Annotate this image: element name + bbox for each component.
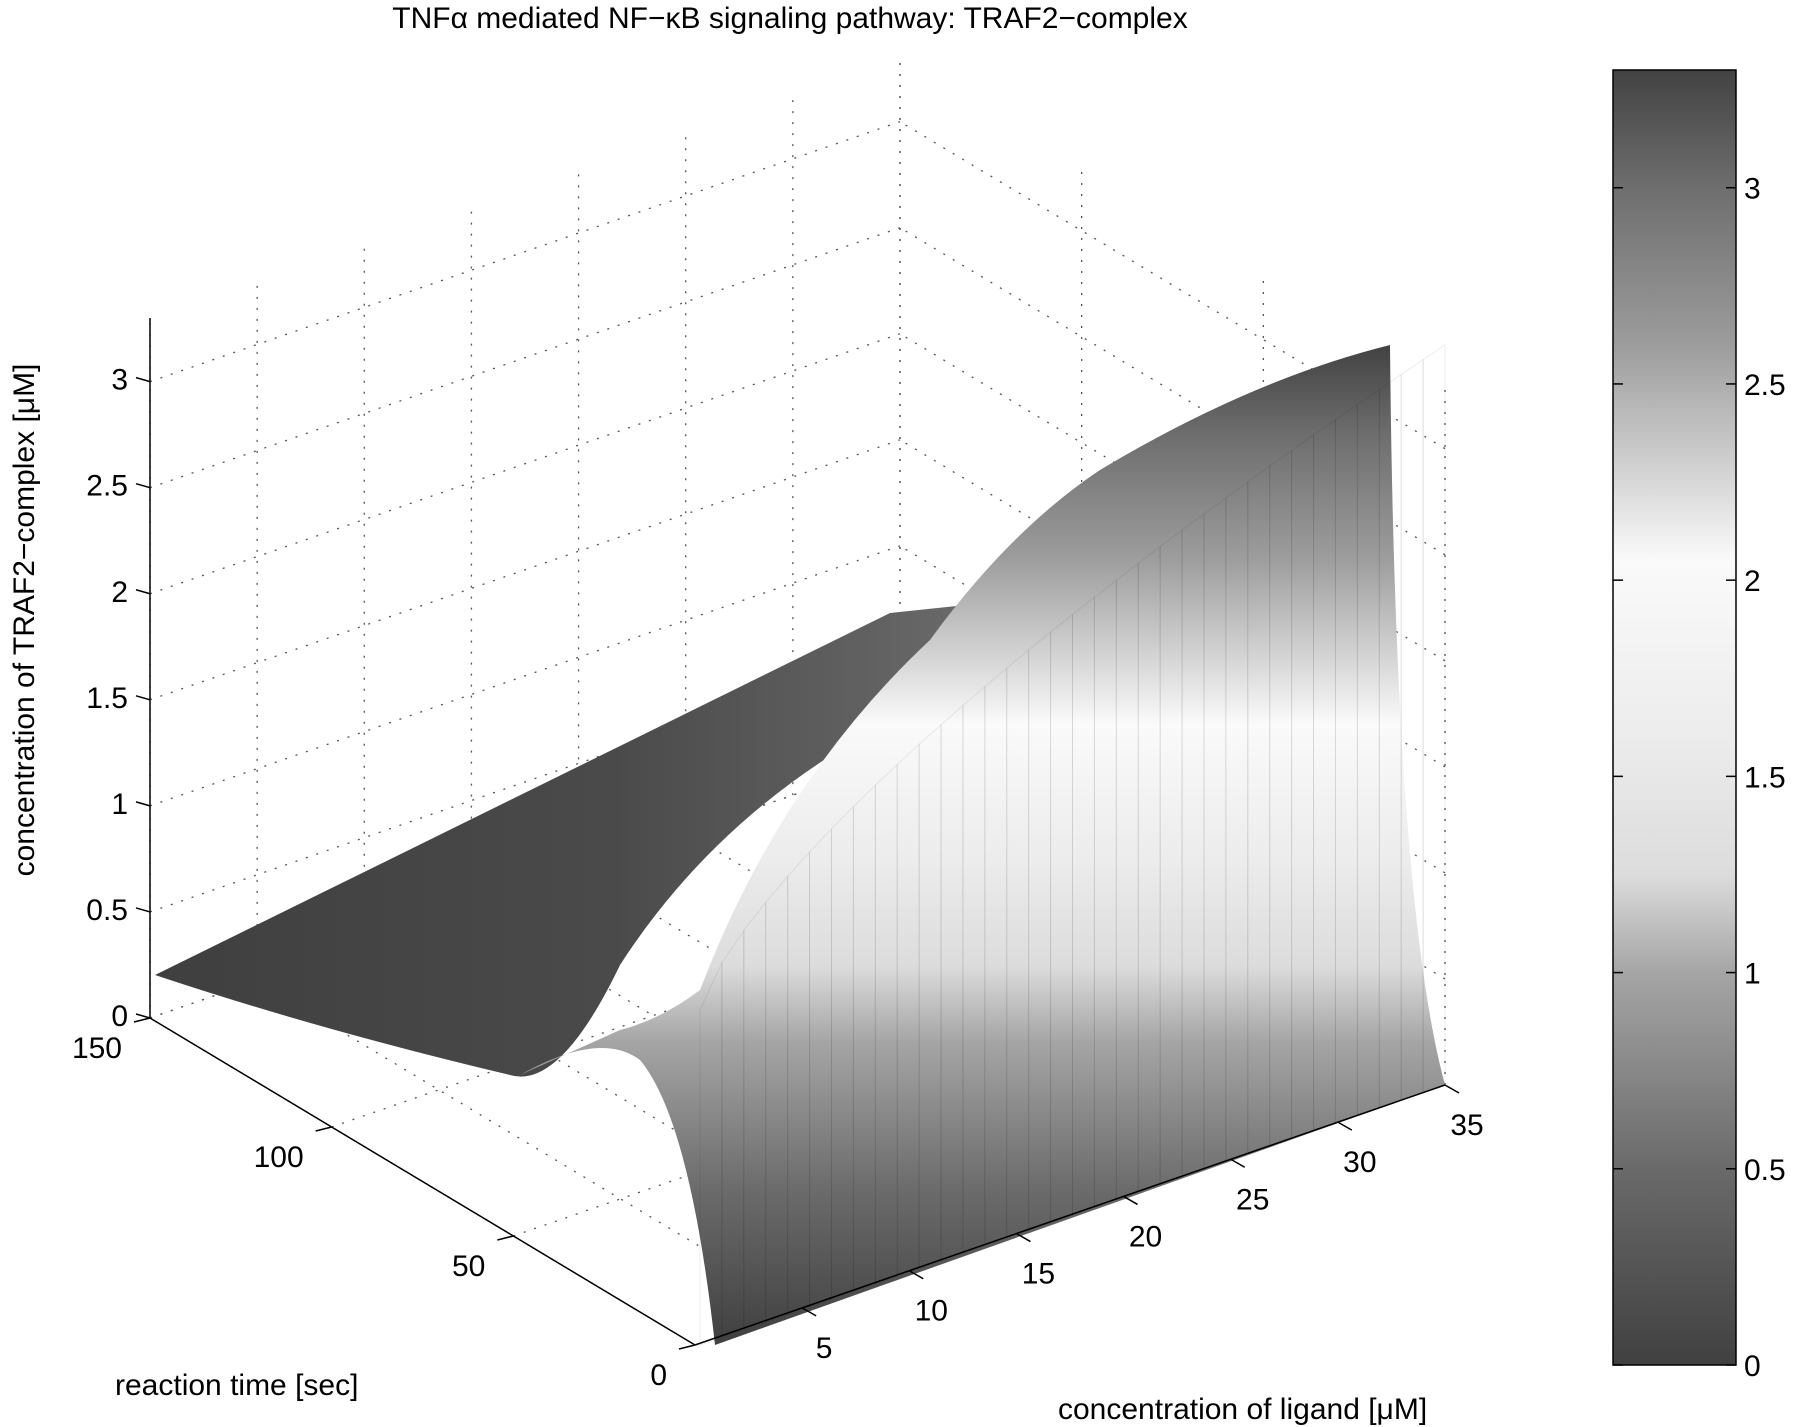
x-tick-mark <box>1337 1121 1353 1131</box>
grid-line <box>899 227 1446 556</box>
x-tick-label: 20 <box>1129 1220 1162 1253</box>
x-tick-mark <box>1016 1232 1031 1243</box>
surface-front-face <box>520 345 1445 1345</box>
colorbar-tick-label: 1 <box>1744 958 1761 991</box>
chart-title: TNFα mediated NF−κB signaling pathway: T… <box>392 2 1187 35</box>
surface <box>155 344 1446 1346</box>
grid-line <box>149 439 901 701</box>
surface-band <box>809 827 832 1308</box>
x-tick-label: 5 <box>816 1332 833 1365</box>
surface-band <box>743 900 767 1331</box>
surface-band <box>721 928 745 1339</box>
x-tick-mark <box>1230 1158 1246 1168</box>
colorbar: 0 0.5 1 1.5 2 2.5 3 <box>1612 69 1786 1383</box>
y-tick-label: 100 <box>254 1141 304 1174</box>
surface-band <box>1072 596 1095 1216</box>
grid-line <box>256 980 803 1309</box>
surface-band <box>984 667 1008 1247</box>
z-tick-mark <box>135 589 151 595</box>
x-tick-label: 10 <box>915 1295 948 1328</box>
z-tick-label: 3 <box>111 364 128 397</box>
z-tick-label: 1.5 <box>86 682 128 715</box>
z-tick-label: 1 <box>111 788 128 821</box>
surface-band <box>874 763 898 1285</box>
colorbar-tick-label: 2.5 <box>1744 369 1786 402</box>
surface-band <box>765 875 789 1323</box>
x-tick-mark <box>1444 1084 1460 1094</box>
surface-band <box>830 805 854 1300</box>
surface-back-sheet <box>155 603 985 1077</box>
grid-line <box>149 545 901 807</box>
y-tick-mark <box>678 1344 696 1350</box>
surface-band <box>852 784 876 1293</box>
grid-line <box>149 227 901 489</box>
y-tick-label: 150 <box>72 1032 122 1065</box>
z-axis-label: concentration of TRAF2−complex [μM] <box>8 364 41 877</box>
x-tick-mark <box>908 1270 924 1280</box>
grid-line <box>899 121 1446 450</box>
z-tick-mark <box>135 695 151 701</box>
x-axis-label: concentration of ligand [μM] <box>1058 1393 1427 1426</box>
surface-band <box>1028 631 1052 1231</box>
colorbar-tick-label: 3 <box>1744 173 1761 206</box>
x-tick-label: 15 <box>1022 1258 1055 1291</box>
surface-band <box>1006 648 1030 1239</box>
colorbar-gradient <box>1612 69 1737 1366</box>
colorbar-tick-label: 2 <box>1744 565 1761 598</box>
surface-band <box>962 685 986 1254</box>
y-tick-mark <box>497 1235 514 1241</box>
surface-band <box>918 723 942 1270</box>
colorbar-tick-label: 0 <box>1744 1350 1761 1383</box>
z-tick-label: 0 <box>111 1000 128 1033</box>
grid-line <box>899 333 1446 662</box>
z-tick-label: 0.5 <box>86 894 128 927</box>
z-tick-mark <box>135 1013 151 1019</box>
z-tick-label: 2 <box>111 576 128 609</box>
z-tick-mark <box>135 907 151 913</box>
y-tick-label: 50 <box>452 1250 485 1283</box>
y-axis-line <box>149 1017 696 1346</box>
x-tick-label: 30 <box>1343 1146 1376 1179</box>
x-tick-mark <box>801 1307 817 1317</box>
y-axis-label: reaction time [sec] <box>115 1369 358 1402</box>
surface-band <box>1422 344 1446 1094</box>
surface-band <box>1050 613 1073 1224</box>
grid-line <box>149 333 901 595</box>
surface-band <box>699 962 723 1346</box>
z-tick-mark <box>135 482 151 489</box>
y-tick-mark <box>315 1126 332 1132</box>
y-tick-label: 0 <box>650 1359 667 1392</box>
colorbar-tick-label: 1.5 <box>1744 761 1786 794</box>
z-tick-mark <box>135 801 151 807</box>
colorbar-ticks: 0 0.5 1 1.5 2 2.5 3 <box>1613 173 1786 1383</box>
x-tick-label: 35 <box>1450 1109 1483 1142</box>
grid-line <box>899 439 1446 768</box>
grid-line <box>578 868 1124 1197</box>
colorbar-tick-label: 0.5 <box>1744 1154 1786 1187</box>
surface-band <box>896 743 920 1277</box>
z-tick-label: 2.5 <box>86 470 128 503</box>
x-axis-line <box>694 1084 1446 1346</box>
x-tick-mark <box>1123 1195 1138 1206</box>
surface-band <box>940 704 964 1262</box>
surface-band <box>787 850 811 1316</box>
y-tick-mark <box>133 1017 151 1023</box>
x-tick-label: 25 <box>1236 1183 1269 1216</box>
grid-line <box>149 121 901 383</box>
z-tick-mark <box>135 376 151 383</box>
